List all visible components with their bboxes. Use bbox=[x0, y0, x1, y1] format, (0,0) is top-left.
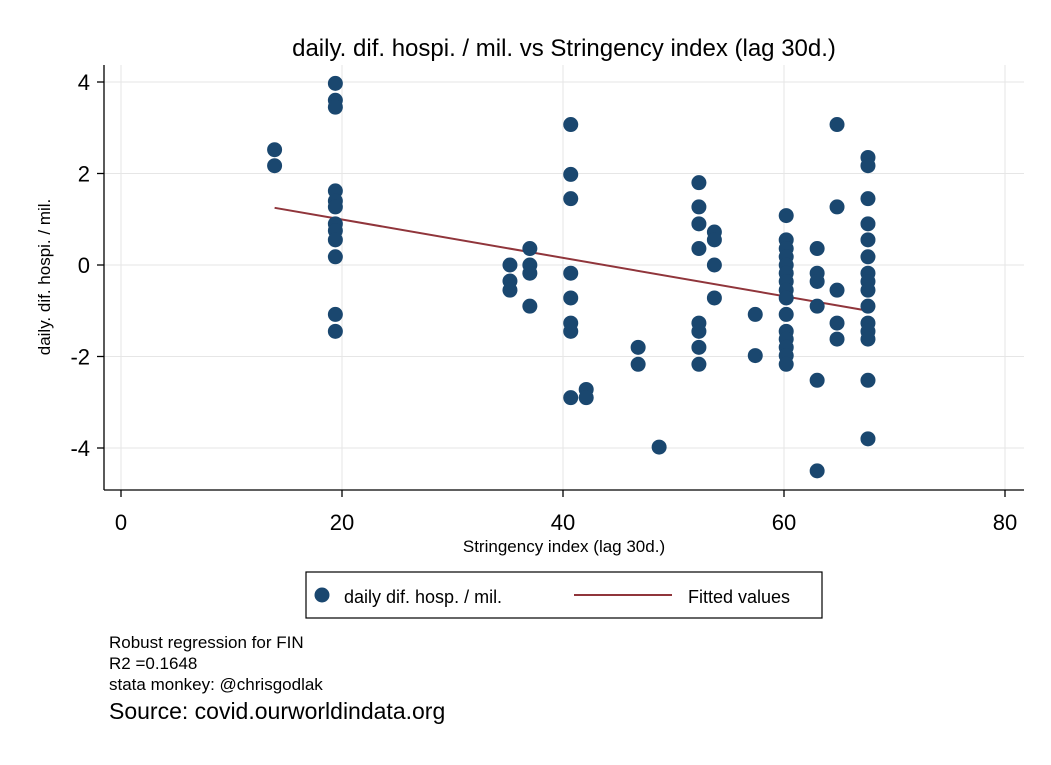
data-point bbox=[578, 390, 594, 406]
data-point bbox=[860, 216, 876, 232]
data-point bbox=[829, 315, 845, 331]
data-point bbox=[327, 199, 343, 215]
data-point bbox=[747, 306, 763, 322]
data-point bbox=[691, 241, 707, 257]
data-point bbox=[563, 191, 579, 207]
data-point bbox=[327, 99, 343, 115]
data-point bbox=[563, 265, 579, 281]
data-point bbox=[860, 282, 876, 298]
chart-title: daily. dif. hospi. / mil. vs Stringency … bbox=[292, 35, 836, 62]
chart-notes: Robust regression for FIN R2 =0.1648 sta… bbox=[109, 632, 446, 724]
data-point bbox=[860, 191, 876, 207]
y-tick-label: -4 bbox=[70, 436, 90, 461]
data-point bbox=[706, 232, 722, 248]
data-point bbox=[860, 232, 876, 248]
data-point bbox=[860, 331, 876, 347]
data-point bbox=[860, 298, 876, 314]
data-point bbox=[327, 249, 343, 265]
data-point bbox=[747, 348, 763, 364]
data-point bbox=[630, 339, 646, 355]
data-point bbox=[691, 199, 707, 215]
x-axis-label: Stringency index (lag 30d.) bbox=[463, 537, 665, 556]
data-point bbox=[563, 290, 579, 306]
note-method: Robust regression for FIN bbox=[109, 633, 304, 652]
legend: daily dif. hosp. / mil. Fitted values bbox=[305, 571, 823, 619]
legend-box bbox=[305, 571, 823, 619]
data-point bbox=[778, 356, 794, 372]
data-point bbox=[267, 142, 283, 158]
data-point bbox=[860, 372, 876, 388]
y-tick-label: -2 bbox=[70, 345, 90, 370]
data-point bbox=[691, 175, 707, 191]
grid bbox=[104, 65, 1024, 490]
data-point bbox=[706, 257, 722, 273]
data-point bbox=[809, 241, 825, 257]
data-point bbox=[327, 323, 343, 339]
data-point bbox=[809, 372, 825, 388]
data-point bbox=[860, 431, 876, 447]
data-point bbox=[809, 298, 825, 314]
legend-label-scatter: daily dif. hosp. / mil. bbox=[344, 587, 502, 607]
data-point bbox=[860, 158, 876, 174]
x-tick-label: 60 bbox=[772, 510, 796, 535]
data-point bbox=[327, 306, 343, 322]
data-point bbox=[563, 166, 579, 182]
y-tick-label: 0 bbox=[78, 253, 90, 278]
fitted-line-layer bbox=[274, 206, 869, 312]
data-point bbox=[563, 323, 579, 339]
y-tick-label: 2 bbox=[78, 162, 90, 187]
x-tick-label: 0 bbox=[115, 510, 127, 535]
data-point bbox=[563, 390, 579, 406]
x-tick-label: 80 bbox=[993, 510, 1017, 535]
data-point bbox=[563, 117, 579, 133]
fitted-line bbox=[274, 206, 869, 312]
data-point bbox=[829, 117, 845, 133]
data-point bbox=[630, 356, 646, 372]
data-point bbox=[691, 323, 707, 339]
legend-label-fitted: Fitted values bbox=[688, 587, 790, 607]
data-point bbox=[327, 75, 343, 91]
data-point bbox=[809, 463, 825, 479]
data-point bbox=[691, 216, 707, 232]
data-point bbox=[651, 439, 667, 455]
data-point bbox=[691, 356, 707, 372]
data-point bbox=[778, 290, 794, 306]
scatter-points bbox=[267, 75, 876, 479]
legend-marker-scatter bbox=[314, 587, 330, 603]
data-point bbox=[829, 331, 845, 347]
data-point bbox=[522, 241, 538, 257]
data-point bbox=[522, 298, 538, 314]
data-point bbox=[860, 249, 876, 265]
data-point bbox=[522, 265, 538, 281]
data-point bbox=[809, 273, 825, 289]
note-credit: stata monkey: @chrisgodlak bbox=[109, 675, 323, 694]
note-source: Source: covid.ourworldindata.org bbox=[109, 698, 446, 724]
y-axis-label: daily. dif. hospi. / mil. bbox=[35, 199, 54, 356]
y-tick-label: 4 bbox=[78, 70, 90, 95]
x-tick-label: 20 bbox=[330, 510, 354, 535]
data-point bbox=[267, 158, 283, 174]
data-point bbox=[706, 290, 722, 306]
note-r2: R2 =0.1648 bbox=[109, 654, 198, 673]
data-point bbox=[829, 199, 845, 215]
data-point bbox=[327, 232, 343, 248]
x-tick-label: 40 bbox=[551, 510, 575, 535]
axes: 0 20 40 60 80 -4 -2 0 2 4 bbox=[70, 65, 1024, 535]
data-point bbox=[502, 282, 518, 298]
data-point bbox=[829, 282, 845, 298]
data-point bbox=[691, 339, 707, 355]
data-point bbox=[778, 208, 794, 224]
data-point bbox=[502, 257, 518, 273]
data-point bbox=[778, 306, 794, 322]
